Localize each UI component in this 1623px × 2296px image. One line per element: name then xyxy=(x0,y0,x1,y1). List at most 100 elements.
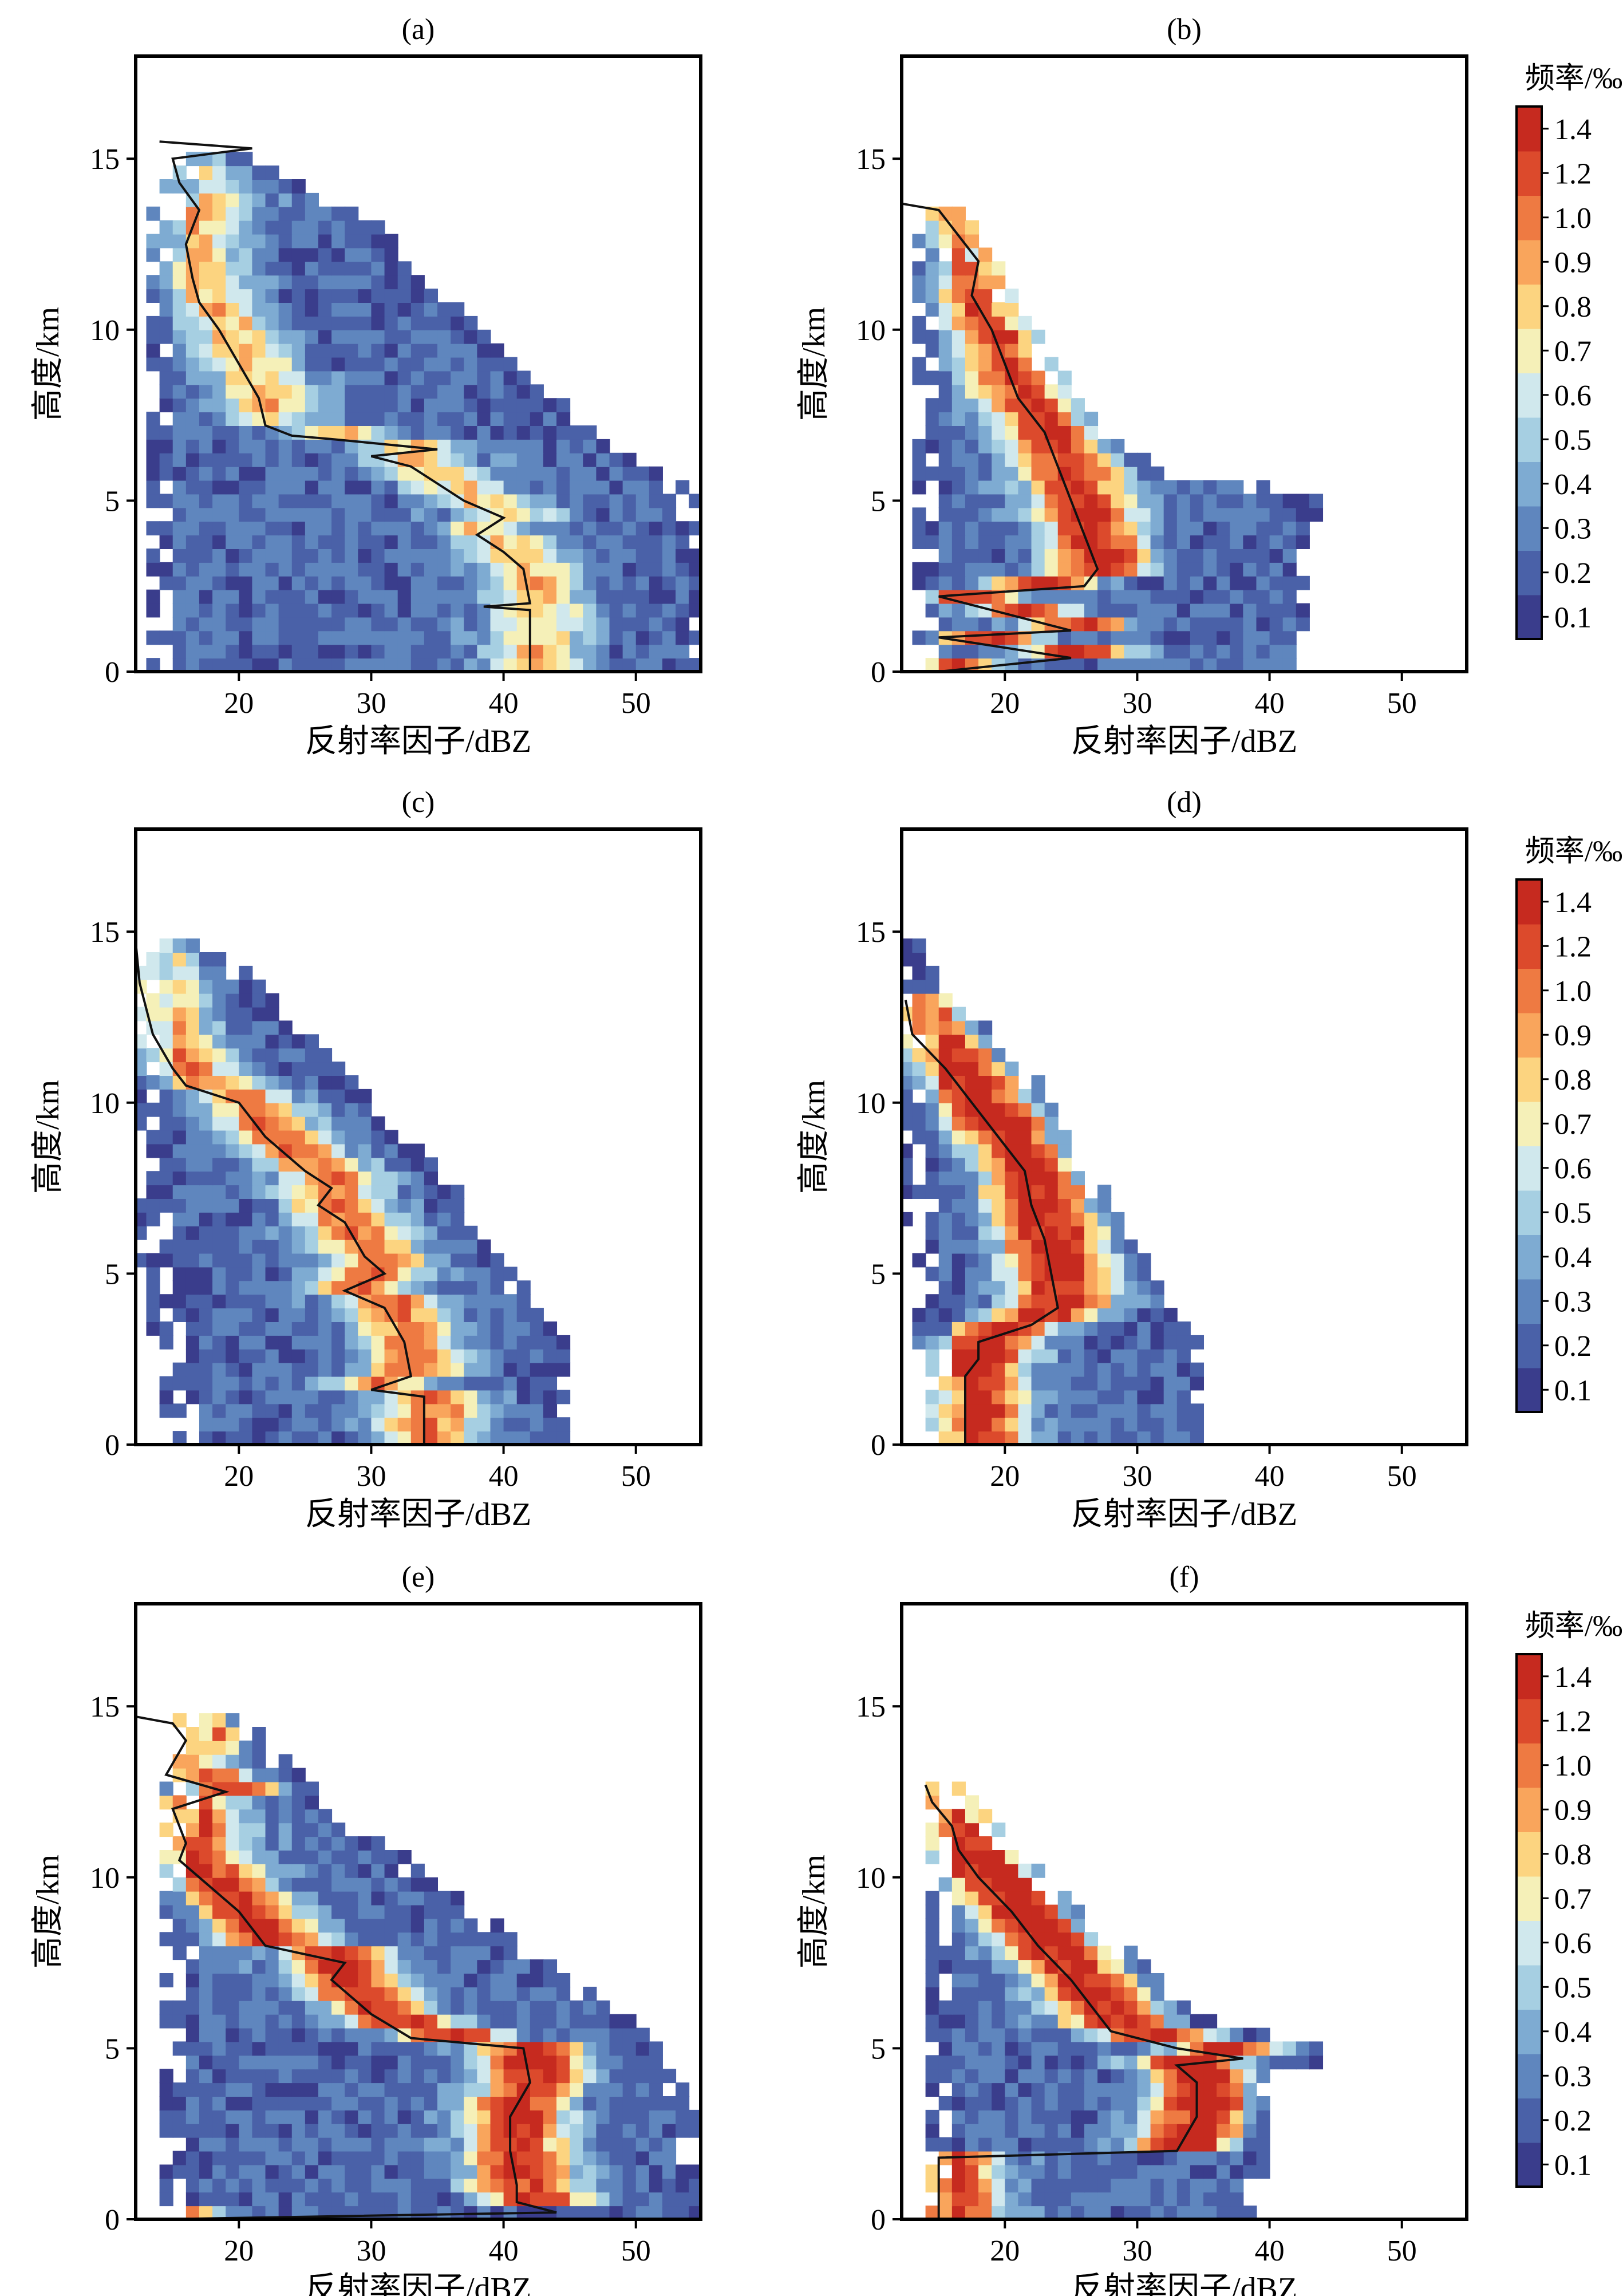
heatmap-cell xyxy=(1018,1390,1032,1405)
heatmap-cell xyxy=(331,315,346,330)
heatmap-cell xyxy=(635,2055,650,2070)
heatmap-cell xyxy=(596,2206,610,2219)
colorbar-segment xyxy=(1517,506,1542,551)
colorbar-tick-label: 0.8 xyxy=(1554,291,1592,324)
heatmap-cell xyxy=(226,1403,240,1418)
heatmap-cell xyxy=(965,220,980,235)
heatmap-cell xyxy=(384,261,398,276)
heatmap-cell xyxy=(424,658,439,672)
heatmap-cell xyxy=(199,1007,214,1021)
heatmap-cell xyxy=(662,562,677,577)
heatmap-cell xyxy=(159,1185,173,1199)
heatmap-cell xyxy=(1018,2206,1032,2219)
heatmap-cell xyxy=(358,1932,372,1947)
heatmap-cell xyxy=(384,549,398,563)
heatmap-cell xyxy=(212,1280,227,1295)
heatmap-cell xyxy=(992,1863,1006,1878)
heatmap-cell xyxy=(291,1417,306,1432)
heatmap-cell xyxy=(278,1959,293,1974)
heatmap-cell xyxy=(199,952,214,966)
heatmap-cell xyxy=(1163,2082,1178,2097)
heatmap-cell xyxy=(635,575,650,590)
heatmap-cell xyxy=(345,2137,359,2152)
heatmap-cell xyxy=(1163,630,1178,645)
heatmap-cell xyxy=(516,507,531,522)
heatmap-cell xyxy=(992,2069,1006,2084)
heatmap-cell xyxy=(965,507,980,522)
heatmap-cell xyxy=(1044,466,1059,481)
heatmap-cell xyxy=(1018,452,1032,467)
heatmap-cell xyxy=(1243,535,1257,549)
heatmap-cell xyxy=(212,993,227,1008)
heatmap-cell xyxy=(345,398,359,413)
heatmap-cell xyxy=(951,452,966,467)
heatmap-cell xyxy=(1071,1294,1085,1309)
heatmap-cell xyxy=(291,1403,306,1418)
heatmap-cell xyxy=(345,2055,359,2070)
heatmap-cell xyxy=(902,979,913,994)
heatmap-cell xyxy=(424,398,439,413)
heatmap-cell xyxy=(424,329,439,344)
heatmap-cell xyxy=(265,1048,279,1063)
heatmap-cell xyxy=(1163,1417,1178,1432)
heatmap-cell xyxy=(265,2137,279,2152)
heatmap-cell xyxy=(556,644,571,659)
heatmap-cell xyxy=(159,1020,173,1035)
heatmap-cell xyxy=(212,562,227,577)
heatmap-cell xyxy=(172,507,187,522)
heatmap-cell xyxy=(212,1294,227,1309)
heatmap-cell xyxy=(172,658,187,672)
heatmap-cell xyxy=(1190,644,1205,659)
heatmap-cell xyxy=(912,1020,926,1035)
heatmap-cell xyxy=(345,425,359,440)
heatmap-cell xyxy=(1230,2192,1244,2207)
heatmap-cell xyxy=(226,1390,240,1405)
heatmap-cell xyxy=(978,1986,993,2001)
heatmap-cell xyxy=(265,247,279,262)
heatmap-cell xyxy=(331,247,346,262)
heatmap-cell xyxy=(424,1185,439,1199)
heatmap-cell xyxy=(252,2069,266,2084)
heatmap-cell xyxy=(437,370,452,385)
heatmap-cell xyxy=(992,2206,1006,2219)
heatmap-cell xyxy=(516,398,531,413)
heatmap-cell xyxy=(1190,521,1205,536)
heatmap-cell xyxy=(226,1768,240,1782)
x-tick-label: 20 xyxy=(990,1460,1020,1493)
heatmap-cell xyxy=(1031,589,1045,604)
heatmap-cell xyxy=(609,2041,623,2056)
y-tick-label: 0 xyxy=(105,1429,120,1462)
heatmap-cell xyxy=(291,1185,306,1199)
heatmap-cell xyxy=(1150,1321,1164,1336)
heatmap-cell xyxy=(609,2206,623,2219)
heatmap-cell xyxy=(1057,2055,1072,2070)
heatmap-cell xyxy=(172,2041,187,2056)
heatmap-cell xyxy=(516,2000,531,2015)
y-tick-label: 10 xyxy=(90,314,120,347)
heatmap-cell xyxy=(662,549,677,563)
heatmap-cell xyxy=(464,507,478,522)
heatmap-cell xyxy=(291,617,306,632)
heatmap-cell xyxy=(1018,1362,1032,1377)
heatmap-cell xyxy=(199,617,214,632)
heatmap-cell xyxy=(291,261,306,276)
heatmap-cell xyxy=(503,1973,518,1987)
heatmap-cell xyxy=(358,289,372,303)
heatmap-cell xyxy=(305,1075,319,1090)
heatmap-cell xyxy=(490,575,504,590)
x-axis-label: 反射率因子/dBZ xyxy=(305,1497,531,1532)
heatmap-cell xyxy=(291,2082,306,2097)
heatmap-cell xyxy=(1084,1376,1099,1391)
heatmap-cell xyxy=(1057,521,1072,536)
heatmap-cell xyxy=(1230,658,1244,672)
heatmap-cell xyxy=(1018,494,1032,508)
heatmap-cell xyxy=(239,1781,253,1796)
heatmap-cell xyxy=(556,2069,571,2084)
heatmap-cell xyxy=(318,275,333,290)
heatmap-cell xyxy=(159,425,173,440)
heatmap-cell xyxy=(424,2151,439,2165)
heatmap-cell xyxy=(185,1185,200,1199)
heatmap-cell xyxy=(1084,2027,1099,2042)
heatmap-cell xyxy=(226,1267,240,1281)
heatmap-cell xyxy=(212,343,227,358)
